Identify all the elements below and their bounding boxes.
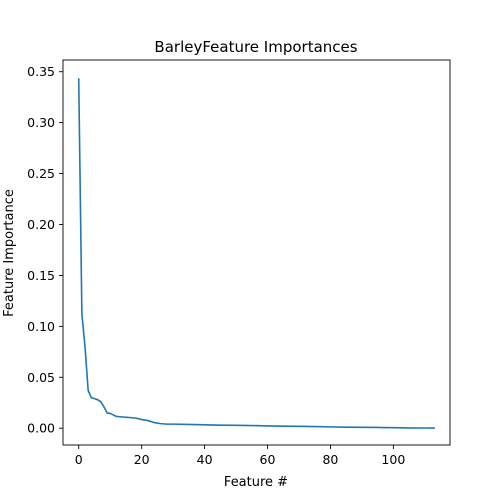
plot-frame	[62, 59, 451, 446]
x-tick-label: 0	[75, 452, 83, 467]
x-axis: 0 20 40 60 80 100	[75, 445, 405, 467]
y-tick-label: 0.10	[27, 319, 55, 334]
y-tick-label: 0.35	[27, 64, 55, 79]
x-axis-label: Feature #	[224, 475, 288, 490]
y-tick-label: 0.05	[27, 370, 55, 385]
y-tick-label: 0.25	[27, 166, 55, 181]
y-axis-label: Feature Importance	[2, 189, 17, 317]
chart-title: BarleyFeature Importances	[154, 38, 357, 56]
y-tick-label: 0.30	[27, 115, 55, 130]
x-tick-label: 60	[260, 452, 276, 467]
x-tick-label: 100	[381, 452, 405, 467]
y-tick-label: 0.20	[27, 217, 55, 232]
x-tick-label: 40	[197, 452, 213, 467]
x-tick-label: 80	[322, 452, 338, 467]
plot-area	[62, 59, 451, 446]
x-tick-label: 20	[134, 452, 150, 467]
series-line-0	[77, 78, 436, 429]
y-axis: 0.00 0.05 0.10 0.15 0.20 0.25 0.30 0.35	[27, 64, 63, 436]
y-tick-label: 0.00	[27, 421, 55, 436]
y-tick-label: 0.15	[27, 268, 55, 283]
